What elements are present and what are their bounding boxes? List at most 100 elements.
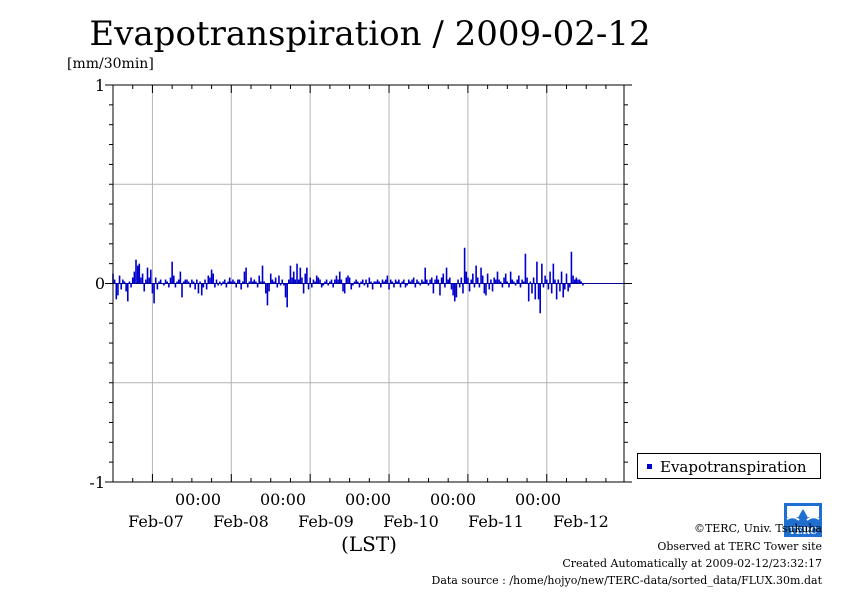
- evapotranspiration-bar: [327, 283, 330, 286]
- evapotranspiration-bar: [233, 281, 236, 284]
- evapotranspiration-bar: [210, 269, 213, 284]
- evapotranspiration-bar: [125, 283, 127, 292]
- evapotranspiration-bar: [424, 267, 426, 284]
- evapotranspiration-bar: [148, 277, 150, 284]
- evapotranspiration-bar: [296, 263, 298, 284]
- evapotranspiration-bar: [531, 283, 533, 294]
- evapotranspiration-bar: [491, 283, 494, 292]
- evapotranspiration-bar: [511, 279, 514, 284]
- evapotranspiration-bar: [194, 283, 196, 290]
- evapotranspiration-bar: [200, 283, 203, 296]
- evapotranspiration-bar: [347, 275, 349, 284]
- evapotranspiration-bar: [568, 283, 571, 288]
- evapotranspiration-bar: [329, 281, 331, 284]
- y-tick-label-bottom: -1: [89, 473, 105, 492]
- evapotranspiration-bar: [463, 247, 466, 284]
- evapotranspiration-bar: [337, 279, 339, 284]
- evapotranspiration-bar: [245, 267, 247, 284]
- evapotranspiration-bar: [358, 283, 361, 288]
- x-tick-date-label: Feb-08: [213, 512, 269, 531]
- evapotranspiration-bar: [559, 283, 561, 292]
- evapotranspiration-bar: [291, 277, 293, 284]
- evapotranspiration-bar: [373, 281, 376, 284]
- evapotranspiration-bar: [284, 283, 287, 298]
- evapotranspiration-bar: [465, 271, 468, 284]
- evapotranspiration-bar: [442, 273, 445, 284]
- evapotranspiration-bar: [192, 281, 195, 284]
- evapotranspiration-bar: [416, 279, 418, 284]
- evapotranspiration-bar: [414, 283, 417, 288]
- evapotranspiration-bar: [562, 283, 565, 298]
- evapotranspiration-bar: [151, 283, 154, 294]
- evapotranspiration-bar: [278, 275, 280, 284]
- evapotranspiration-bar: [411, 279, 413, 284]
- evapotranspiration-bar: [169, 277, 172, 284]
- evapotranspiration-bar: [560, 271, 563, 284]
- evapotranspiration-bar: [138, 263, 141, 284]
- evapotranspiration-bar: [506, 281, 509, 284]
- evapotranspiration-bar: [439, 283, 441, 296]
- evapotranspiration-bar: [452, 283, 454, 296]
- evapotranspiration-bar: [294, 279, 297, 284]
- evapotranspiration-bar: [357, 281, 359, 284]
- x-tick-time-label: 00:00: [345, 490, 391, 509]
- evapotranspiration-bar: [128, 281, 131, 284]
- evapotranspiration-bar: [552, 263, 555, 284]
- evapotranspiration-bar: [486, 273, 489, 284]
- evapotranspiration-bar: [355, 279, 357, 284]
- evapotranspiration-bar: [396, 281, 399, 284]
- evapotranspiration-bar: [383, 281, 385, 284]
- evapotranspiration-bar: [217, 283, 219, 286]
- evapotranspiration-bar: [475, 265, 477, 284]
- evapotranspiration-bar: [273, 281, 275, 284]
- evapotranspiration-bar: [514, 283, 517, 286]
- evapotranspiration-bar: [509, 271, 512, 284]
- evapotranspiration-bar: [434, 279, 436, 284]
- evapotranspiration-bar: [532, 277, 535, 284]
- evapotranspiration-bar: [432, 283, 435, 294]
- evapotranspiration-bar: [332, 283, 334, 288]
- evapotranspiration-bar: [550, 283, 553, 294]
- evapotranspiration-bar: [189, 283, 192, 288]
- evapotranspiration-bar: [412, 277, 415, 284]
- evapotranspiration-bar: [343, 283, 346, 294]
- evapotranspiration-bar: [250, 277, 252, 284]
- evapotranspiration-bar: [567, 283, 569, 292]
- legend-label: Evapotranspiration: [660, 458, 807, 476]
- evapotranspiration-bar: [199, 281, 201, 284]
- evapotranspiration-bar: [204, 279, 206, 284]
- evapotranspiration-bar: [437, 279, 440, 284]
- evapotranspiration-bar: [131, 277, 134, 284]
- evapotranspiration-bar: [542, 283, 545, 288]
- evapotranspiration-bar: [557, 279, 560, 284]
- evapotranspiration-bar: [498, 279, 500, 284]
- x-tick-date-label: Feb-11: [468, 512, 524, 531]
- evapotranspiration-bar: [263, 281, 265, 284]
- evapotranspiration-bar: [220, 283, 223, 286]
- evapotranspiration-bar: [176, 281, 178, 284]
- evapotranspiration-bar: [577, 279, 579, 284]
- evapotranspiration-bar: [580, 281, 583, 284]
- evapotranspiration-bar: [123, 281, 126, 284]
- evapotranspiration-bar: [260, 281, 262, 284]
- evapotranspiration-bar: [253, 279, 256, 284]
- evapotranspiration-bar: [184, 279, 187, 284]
- evapotranspiration-bar: [230, 281, 233, 284]
- evapotranspiration-bar: [113, 279, 116, 284]
- evapotranspiration-bar: [376, 279, 379, 284]
- evapotranspiration-bar: [578, 279, 581, 284]
- evapotranspiration-bar: [393, 283, 395, 288]
- evapotranspiration-bar: [426, 279, 428, 284]
- evapotranspiration-bar: [394, 279, 397, 284]
- x-tick-time-label: 00:00: [175, 490, 221, 509]
- evapotranspiration-bar: [496, 271, 499, 284]
- evapotranspiration-bar: [156, 283, 159, 290]
- evapotranspiration-bar: [409, 281, 412, 284]
- evapotranspiration-bar: [172, 275, 175, 284]
- evapotranspiration-bar: [522, 281, 525, 284]
- axis-ticks: [105, 84, 632, 483]
- evapotranspiration-bar: [582, 283, 584, 286]
- evapotranspiration-bar: [470, 279, 472, 284]
- evapotranspiration-bar: [174, 283, 177, 288]
